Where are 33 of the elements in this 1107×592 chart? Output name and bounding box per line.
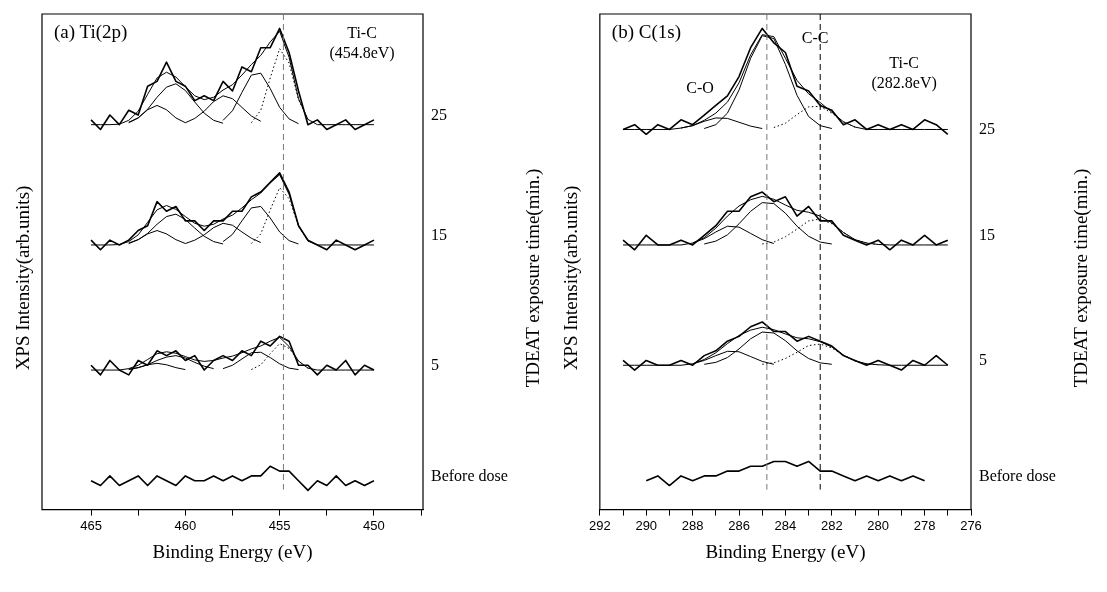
x-tick-label: 465 [80, 517, 102, 533]
y2-axis-title: TDEAT exposure time(min.) [522, 168, 544, 388]
x-tick-label: 280 [867, 517, 890, 533]
x-tick-label: 455 [268, 517, 291, 533]
annotation: Ti-C (454.8eV) [329, 24, 395, 63]
y-axis-title: XPS Intensity(arb.units) [560, 185, 582, 371]
y-axis-title: XPS Intensity(arb.units) [12, 185, 34, 371]
text: 25 [431, 106, 447, 124]
x-tick-label: 450 [363, 517, 385, 533]
chart-title: (b) C(1s) [611, 21, 681, 44]
y2-axis-title: TDEAT exposure time(min.) [1070, 168, 1092, 388]
series-label: 25 [979, 120, 995, 138]
x-axis-title: Binding Energy (eV) [705, 540, 866, 563]
x-tick-label: 278 [913, 517, 936, 533]
x-tick-label: 276 [960, 517, 982, 533]
x-tick-label: 290 [635, 517, 658, 533]
annotation: C-O [686, 78, 714, 96]
x-tick-label: 288 [681, 517, 704, 533]
x-tick-label: 282 [820, 517, 843, 533]
x-tick-label: 286 [728, 517, 750, 533]
annotation: Ti-C (282.8eV) [871, 53, 937, 92]
text: Before dose [431, 466, 508, 484]
text: 15 [431, 226, 447, 244]
series-label: 15 [979, 226, 995, 244]
x-tick-label: 460 [174, 517, 197, 533]
text: 5 [431, 356, 439, 374]
text: Before dose [979, 466, 1056, 484]
x-tick-label: 292 [588, 517, 611, 533]
annotation: C-C [801, 28, 829, 46]
x-tick-label: 284 [774, 517, 797, 533]
x-axis-title: Binding Energy (eV) [152, 540, 313, 563]
chart-title: (a) Ti(2p) [54, 21, 128, 44]
series-label: 5 [979, 351, 987, 369]
